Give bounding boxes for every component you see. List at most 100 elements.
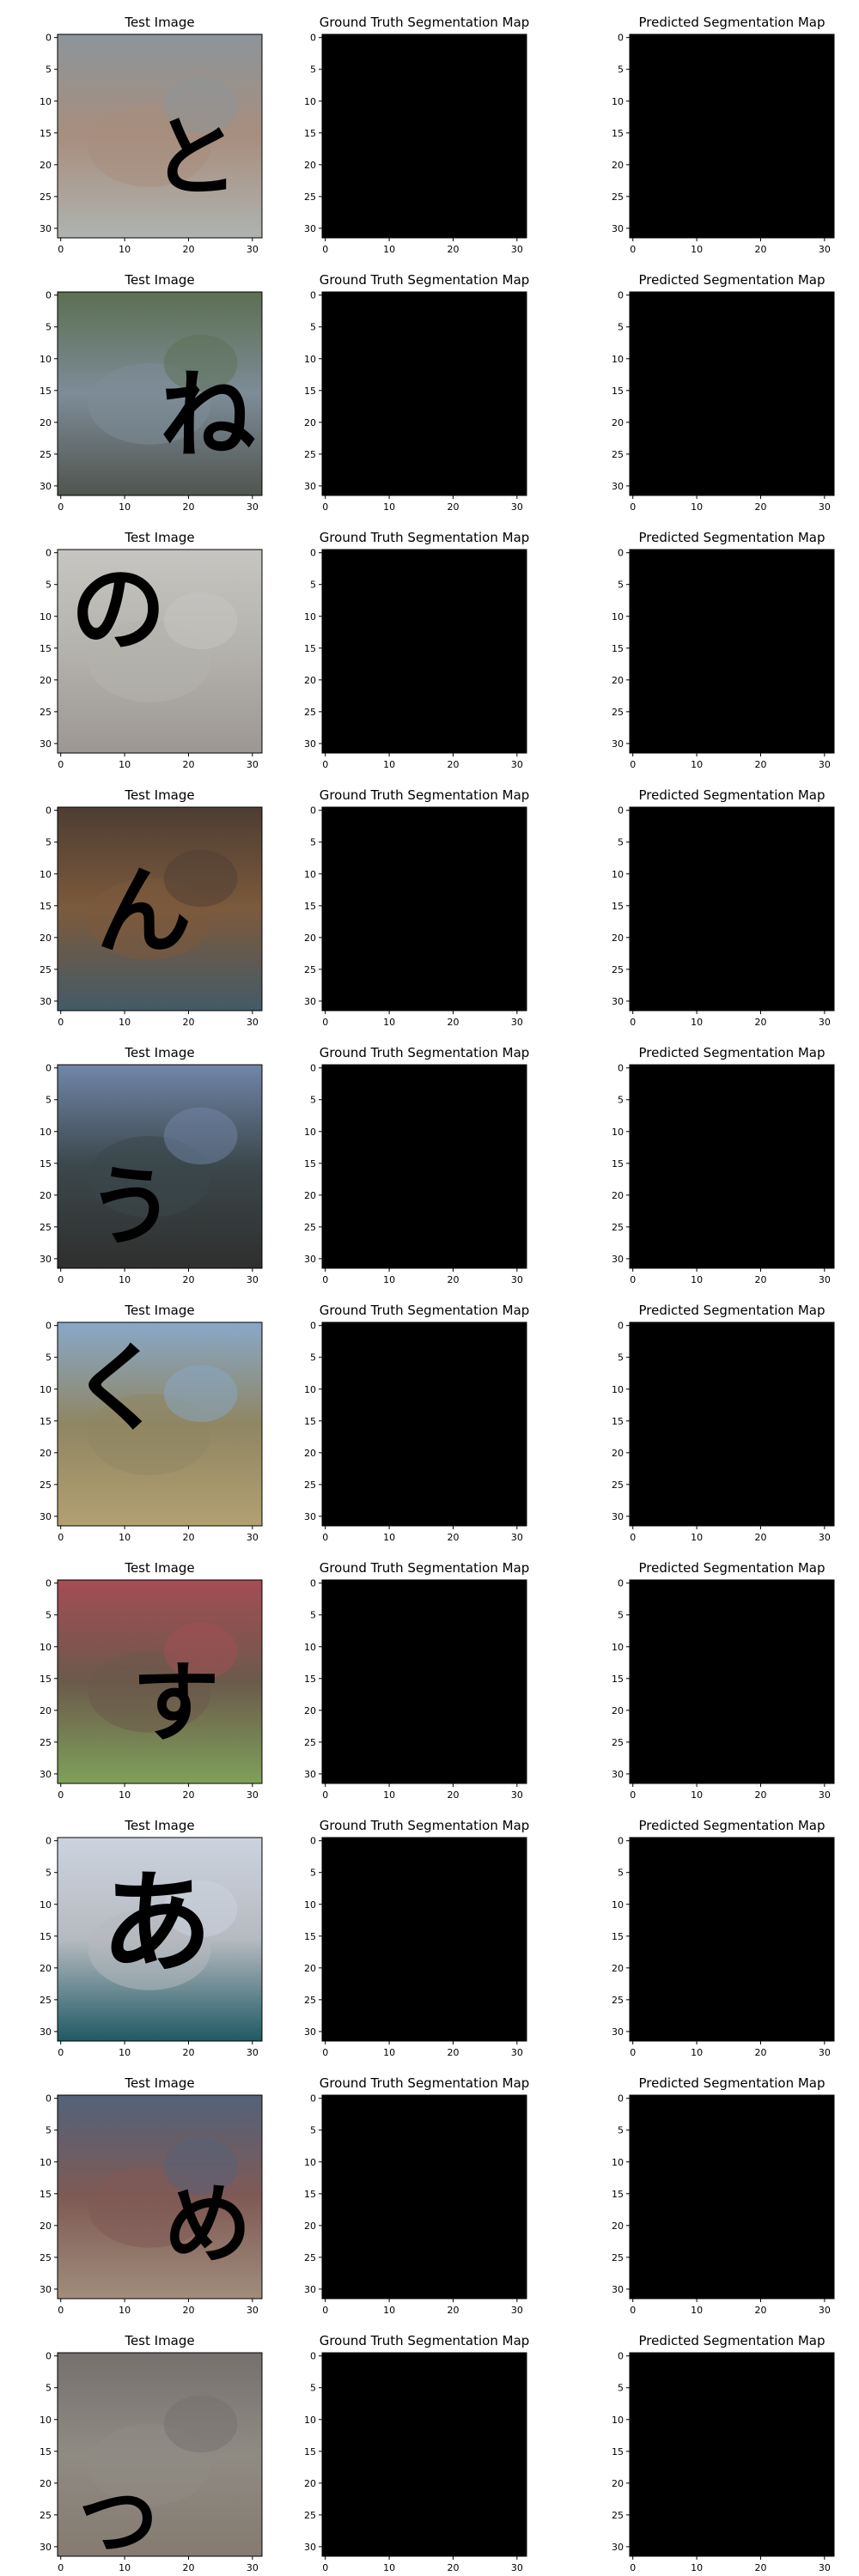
y-tick-label: 0: [618, 33, 624, 44]
y-tick-label: 15: [612, 1674, 624, 1685]
x-tick-label: 0: [322, 1017, 328, 1028]
x-tick-label: 10: [691, 244, 703, 255]
x-tick-label: 30: [511, 2305, 523, 2316]
y-tick-label: 10: [304, 611, 316, 623]
y-tick-label: 5: [46, 580, 52, 591]
panel-title: Test Image: [124, 1045, 194, 1060]
mask-image: [630, 34, 834, 238]
y-tick-label: 30: [40, 223, 52, 234]
y-tick-label: 10: [612, 96, 624, 107]
ground-truth-mask: あ: [365, 1858, 477, 1988]
y-tick-label: 5: [46, 2125, 52, 2136]
y-tick-label: 0: [46, 1578, 52, 1589]
panel-title: Test Image: [124, 530, 194, 545]
test-image-panel: Test Image く 0 10 20 30 0 5 10 15 20 25 30: [40, 1303, 263, 1543]
y-tick-label: 20: [304, 2221, 316, 2232]
axes-frame: [57, 2094, 263, 2300]
y-tick-label: 10: [40, 869, 52, 880]
axes-frame: [57, 1064, 263, 1269]
axes-frame: [629, 33, 835, 239]
x-tick-label: 10: [383, 1789, 395, 1801]
predicted-mask: め: [736, 2175, 824, 2276]
axes-frame: [57, 291, 263, 496]
y-tick-label: 10: [304, 2157, 316, 2168]
x-tick-label: 0: [322, 759, 328, 770]
y-tick-label: 30: [612, 738, 624, 750]
x-tick-label: 0: [322, 2047, 328, 2058]
x-tick-label: 10: [383, 1532, 395, 1543]
y-tick-label: 5: [618, 1610, 624, 1621]
y-tick-label: 30: [304, 1511, 316, 1522]
ground-truth-panel: Ground Truth Segmentation Map と 0 10 20 30 0 5 1…: [304, 15, 529, 255]
character-overlay: の: [70, 555, 166, 665]
y-tick-label: 15: [40, 1931, 52, 1942]
y-tick-label: 20: [40, 1963, 52, 1974]
x-tick-label: 10: [691, 1532, 703, 1543]
y-tick-label: 10: [612, 611, 624, 623]
x-tick-label: 20: [447, 1017, 459, 1028]
panel-title: Predicted Segmentation Map: [638, 1560, 825, 1576]
ground-truth-panel: Ground Truth Segmentation Map つ 0 10 20 30 0 5 1…: [304, 2333, 529, 2573]
mask-image: [322, 2095, 527, 2299]
x-tick-label: 0: [58, 1789, 64, 1801]
x-tick-label: 0: [630, 2562, 636, 2573]
mask-image: [322, 807, 527, 1011]
y-tick-label: 5: [618, 580, 624, 591]
mask-image: [322, 1580, 527, 1783]
y-tick-label: 30: [40, 1254, 52, 1265]
axes-frame: [629, 1321, 835, 1527]
panel-title: Test Image: [124, 787, 194, 803]
x-tick-label: 10: [691, 1274, 703, 1285]
x-tick-label: 20: [754, 501, 766, 513]
test-image-panel: Test Image す 0 10 20 30 0 5 10 15 20 25 30: [40, 1560, 263, 1801]
x-tick-label: 20: [447, 2305, 459, 2316]
x-tick-label: 10: [383, 759, 395, 770]
x-tick-label: 30: [819, 1789, 831, 1801]
axes-frame: [57, 1579, 263, 1784]
photo-blob: [163, 1880, 238, 1938]
y-tick-label: 15: [304, 1158, 316, 1170]
x-tick-label: 0: [58, 244, 64, 255]
panel-title: Test Image: [124, 2333, 194, 2348]
y-tick-label: 15: [40, 128, 52, 139]
y-tick-label: 20: [304, 417, 316, 428]
x-tick-label: 10: [691, 2562, 703, 2573]
y-tick-label: 20: [304, 1448, 316, 1459]
y-tick-label: 10: [40, 2415, 52, 2426]
y-tick-label: 30: [304, 2542, 316, 2553]
x-tick-label: 10: [119, 244, 131, 255]
y-tick-label: 25: [612, 1479, 624, 1491]
y-tick-label: 25: [304, 1995, 316, 2006]
y-tick-label: 30: [612, 2284, 624, 2295]
y-tick-label: 25: [40, 1479, 52, 1491]
axes-frame: [321, 33, 527, 239]
y-tick-label: 0: [310, 1578, 316, 1589]
axes-frame: [629, 806, 835, 1012]
x-tick-label: 0: [58, 1017, 64, 1028]
x-tick-label: 10: [383, 244, 395, 255]
x-tick-label: 10: [691, 759, 703, 770]
y-tick-label: 25: [304, 2252, 316, 2263]
y-tick-label: 5: [46, 1095, 52, 1106]
x-tick-label: 20: [754, 1789, 766, 1801]
predicted-panel: Predicted Segmentation Map つ 0 10 20 30 0 5 10 15…: [612, 2333, 835, 2573]
y-tick-label: 25: [612, 964, 624, 975]
panel-title: Test Image: [124, 1560, 194, 1576]
y-tick-label: 30: [304, 223, 316, 234]
y-tick-label: 5: [46, 1352, 52, 1364]
x-tick-label: 0: [630, 244, 636, 255]
y-tick-label: 20: [40, 675, 52, 686]
y-tick-label: 0: [618, 1578, 624, 1589]
x-tick-label: 20: [182, 759, 194, 770]
y-tick-label: 30: [40, 996, 52, 1007]
x-tick-label: 30: [819, 1532, 831, 1543]
mask-image: [322, 34, 527, 238]
mask-image: [322, 1322, 527, 1526]
x-tick-label: 0: [322, 2305, 328, 2316]
panel-title: Test Image: [124, 15, 194, 30]
x-tick-label: 10: [119, 2047, 131, 2058]
y-tick-label: 10: [304, 1642, 316, 1653]
y-tick-label: 15: [612, 901, 624, 912]
x-tick-label: 20: [182, 1017, 194, 1028]
